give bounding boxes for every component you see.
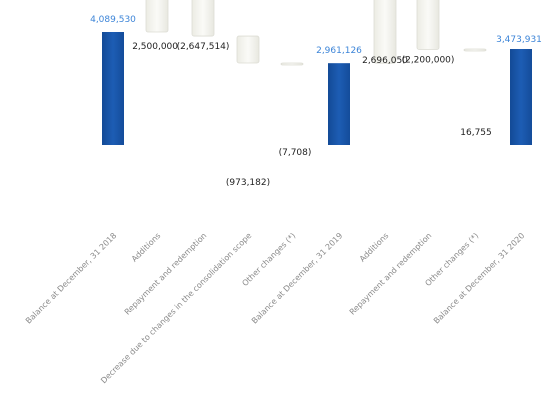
value-label-2: 2,500,000 — [132, 42, 178, 52]
bars-group — [102, 0, 532, 146]
bar-6 — [328, 63, 350, 146]
value-labels-group: 4,089,530 2,500,000(2,647,514) (973,182) (7… — [90, 15, 542, 188]
bar-7 — [373, 0, 397, 64]
value-label-7: 2,696,050 — [362, 56, 408, 66]
category-label-7: Additions — [358, 231, 391, 264]
value-label-6: 2,961,126 — [316, 46, 362, 56]
bar-8 — [416, 0, 440, 50]
bar-9 — [463, 48, 487, 52]
category-labels-group: Balance at December, 31 2018 AdditionsRep… — [24, 231, 527, 385]
category-label-6: Balance at December, 31 2019 — [250, 231, 345, 326]
bar-2 — [145, 0, 169, 33]
value-label-9: 16,755 — [460, 128, 492, 138]
bar-4 — [236, 35, 260, 64]
value-label-5: (7,708) — [279, 148, 312, 158]
bar-10 — [510, 49, 532, 145]
bar-1 — [102, 32, 124, 145]
category-label-1: Balance at December, 31 2018 — [24, 231, 119, 326]
category-label-10: Balance at December, 31 2020 — [432, 231, 527, 326]
bar-5 — [280, 62, 304, 66]
value-label-3: (2,647,514) — [177, 42, 230, 52]
value-label-1: 4,089,530 — [90, 15, 136, 25]
value-label-10: 3,473,931 — [496, 35, 542, 45]
value-label-8: (2,200,000) — [402, 55, 455, 65]
value-label-4: (973,182) — [226, 178, 270, 188]
bar-3 — [191, 0, 215, 37]
category-label-3: Repayment and redemption — [123, 231, 209, 317]
category-label-2: Additions — [130, 231, 163, 264]
category-label-4: Decrease due to changes in the consolida… — [99, 231, 253, 385]
category-label-8: Repayment and redemption — [348, 231, 434, 317]
